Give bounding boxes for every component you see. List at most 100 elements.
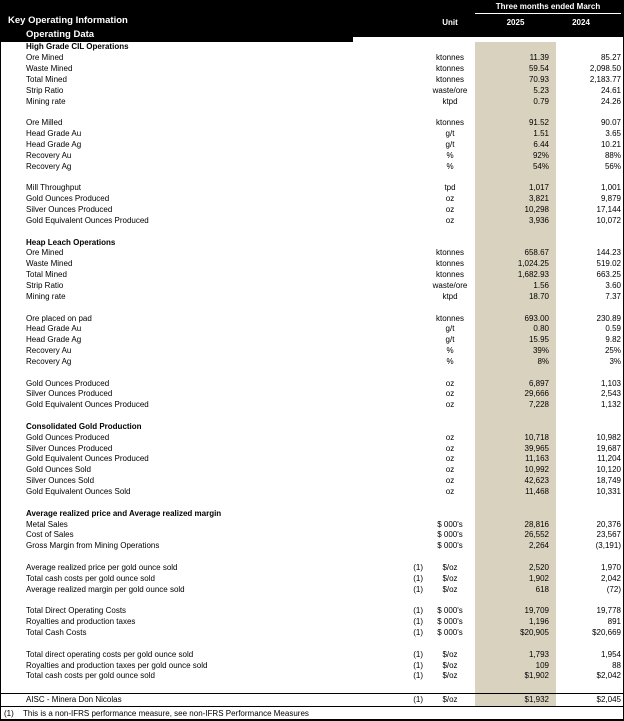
row-unit: $/oz: [442, 671, 458, 681]
value-2025: 693.00: [475, 313, 556, 324]
value-2024: $20,669: [592, 627, 621, 637]
value-2025: [475, 421, 556, 433]
spacer-row: [1, 595, 623, 606]
table-row: Mining rate ktpd 0.79 24.26: [1, 96, 623, 108]
value-2024: 2,042: [600, 573, 621, 583]
row-unit: oz: [445, 378, 455, 388]
value-2025: 28,816: [475, 519, 556, 530]
value-2024: 663.25: [596, 270, 621, 280]
value-2025: 618: [475, 584, 556, 596]
row-label: Gold Ounces Sold: [26, 465, 91, 475]
section-header-row: Consolidated Gold Production: [1, 421, 623, 433]
row-unit: %: [446, 161, 454, 171]
value-2025: [475, 551, 556, 563]
value-2024: 10,120: [596, 465, 621, 475]
value-2025: 0.80: [475, 323, 556, 335]
table-row: Average realized price per gold ounce so…: [1, 562, 623, 574]
table-row: Total Direct Operating Costs (1) $ 000's 19…: [1, 605, 623, 617]
page-title: Key Operating Information: [8, 15, 128, 26]
table-row: Recovery Ag% 54% 56%: [1, 161, 623, 173]
value-2025: 92%: [475, 150, 556, 162]
row-unit: oz: [445, 194, 455, 204]
row-footnote-ref: (1): [413, 649, 423, 659]
value-2024: 519.02: [596, 259, 621, 269]
row-label: Head Grade Ag: [26, 335, 82, 345]
table-row: Gold Ounces Produced oz 6,897 1,103: [1, 378, 623, 389]
table-row: Waste Mined ktonnes 1,024.25 519.02: [1, 258, 623, 270]
unit-column-header: Unit: [442, 18, 458, 27]
row-unit: $/oz: [442, 584, 458, 594]
spacer-row: [1, 107, 623, 118]
value-2025: 0.79: [475, 96, 556, 108]
row-label: Heap Leach Operations: [26, 237, 116, 247]
table-row: Head Grade Au g/t 1.51 3.65: [1, 128, 623, 140]
table-row: Average realized margin per gold ounce s…: [1, 584, 623, 596]
value-2025: 7,228: [475, 399, 556, 411]
row-unit: ktonnes: [435, 248, 465, 258]
value-2025: [475, 107, 556, 118]
value-2024: 19,687: [596, 443, 621, 453]
table-row: Cost of Sales $ 000's 26,552 23,567: [1, 529, 623, 541]
value-2025: [475, 172, 556, 183]
value-2024: 25%: [604, 346, 621, 356]
row-unit: %: [446, 150, 454, 160]
row-label: Gold Equivalent Ounces Produced: [26, 454, 149, 464]
value-2024: 23,567: [596, 530, 621, 540]
operating-data-title: Operating Data: [26, 29, 95, 40]
row-label: Total Mined: [26, 74, 67, 84]
section-header-row: Heap Leach Operations: [1, 237, 623, 249]
value-2025: [475, 497, 556, 509]
row-label: Total cash costs per gold ounce sold: [26, 573, 155, 583]
row-unit: $/oz: [442, 695, 458, 704]
row-label: Average realized price per gold ounce so…: [26, 562, 178, 572]
table-row: Gold Equivalent Ounces Sold oz 11,468 10,33…: [1, 486, 623, 498]
value-2025: 19,709: [475, 605, 556, 617]
row-unit: oz: [445, 443, 455, 453]
value-2024: 10,331: [596, 487, 621, 497]
row-label: Ore placed on pad: [26, 313, 92, 323]
value-2024: 19,778: [596, 606, 621, 616]
row-footnote-ref: (1): [413, 671, 423, 681]
row-footnote-ref: (1): [413, 627, 423, 637]
row-label: Gold Equivalent Ounces Sold: [26, 487, 131, 497]
value-2025: [475, 638, 556, 650]
value-2025: 1,902: [475, 573, 556, 585]
value-2024: 17,144: [596, 205, 621, 215]
value-2024: 88%: [604, 150, 621, 160]
row-label: Royalties and production taxes per gold …: [26, 660, 208, 670]
table-row: Gold Ounces Produced oz 3,821 9,879: [1, 193, 623, 205]
row-unit: oz: [445, 487, 455, 497]
value-2025: 10,298: [475, 204, 556, 216]
row-unit: $/oz: [442, 562, 458, 572]
value-2024: 3%: [609, 356, 621, 366]
row-label: Average realized margin per gold ounce s…: [26, 584, 185, 594]
table-row: Ore Mined ktonnes 11.39 85.27: [1, 52, 623, 64]
row-unit: ktonnes: [435, 270, 465, 280]
value-2025: 54%: [475, 161, 556, 173]
row-label: Total Mined: [26, 270, 67, 280]
row-unit: ktonnes: [435, 53, 465, 63]
row-unit: ktonnes: [435, 74, 465, 84]
value-2024: 90.07: [600, 118, 621, 128]
row-label: Total Direct Operating Costs: [26, 606, 127, 616]
value-2024: 2,098.50: [589, 64, 621, 74]
row-unit: g/t: [445, 335, 455, 345]
table-row: Gold Ounces Produced oz 10,718 10,982: [1, 432, 623, 444]
table-row: Total cash costs per gold ounce sold (1) $…: [1, 670, 623, 682]
value-2024: 11,204: [597, 454, 621, 464]
row-label: Gross Margin from Mining Operations: [26, 541, 160, 551]
row-unit: $ 000's: [437, 541, 463, 551]
table-row: Gross Margin from Mining Operations $ 000…: [1, 540, 623, 552]
value-2024: 10.21: [600, 140, 621, 150]
row-unit: ktonnes: [435, 313, 465, 323]
table-row: Head Grade Au g/t 0.80 0.59: [1, 323, 623, 335]
value-2025: [475, 595, 556, 606]
row-unit: waste/ore: [432, 280, 468, 290]
spacer-row: [1, 367, 623, 379]
row-label: Silver Ounces Sold: [26, 476, 95, 486]
row-footnote-ref: (1): [413, 573, 423, 583]
row-label: Ore Milled: [26, 118, 63, 128]
value-2025: [475, 681, 556, 693]
value-2025: [475, 237, 556, 249]
